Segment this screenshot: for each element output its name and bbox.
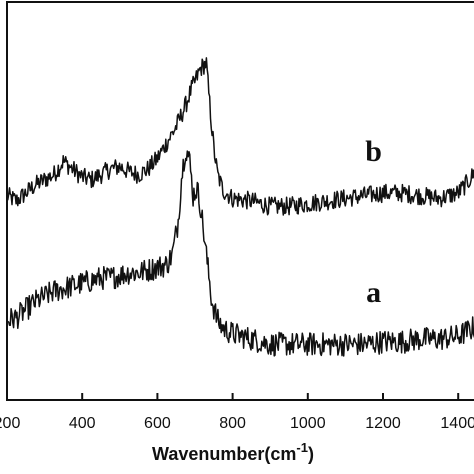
x-tick-label: 400 [69, 415, 96, 432]
x-axis-title: Wavenumber(cm-1) [152, 440, 314, 464]
series-line-a [6, 150, 474, 357]
series-line-b [6, 57, 474, 216]
series-label-a: a [366, 276, 381, 309]
x-tick-label: 1200 [365, 415, 401, 432]
series-lines [6, 57, 474, 357]
x-tick-label: 800 [219, 415, 246, 432]
x-tick-label: 1000 [290, 415, 326, 432]
x-axis-tick-labels: 200 400 600 800 1000 1200 1400 [0, 415, 474, 432]
x-axis-ticks [6, 393, 460, 400]
x-tick-label: 600 [144, 415, 171, 432]
series-labels: ba [365, 135, 382, 309]
plot-frame [6, 1, 474, 401]
x-tick-label: 1400 [440, 415, 474, 432]
x-tick-label: 200 [0, 415, 20, 432]
series-label-b: b [365, 135, 382, 168]
